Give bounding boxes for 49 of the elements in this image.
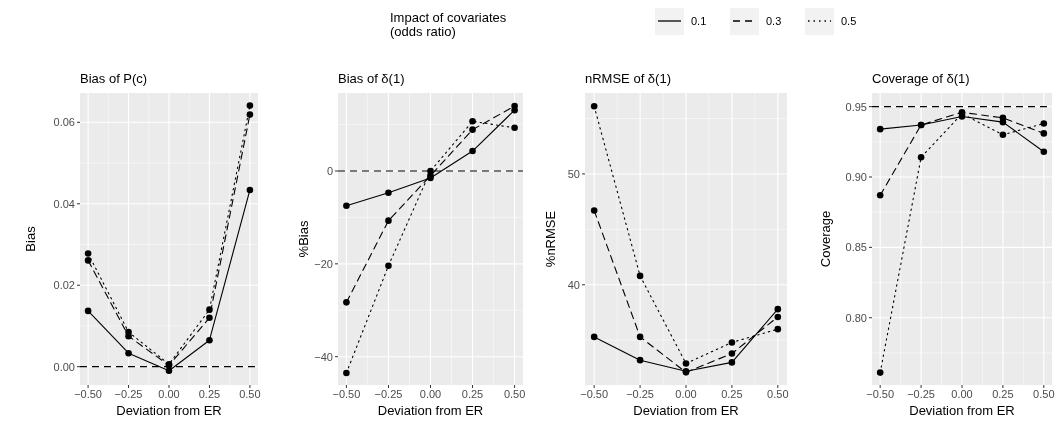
legend-title: Impact of covariates (odds ratio) [390,10,507,39]
y-tick-label: 0.85 [845,241,867,254]
y-tick-label: 0.06 [53,116,75,129]
x-tick-label: 0.25 [198,388,221,400]
x-tick-label: −0.50 [74,388,103,400]
x-tick-label: 0.25 [992,388,1014,400]
y-tick-label: 0.04 [53,197,75,210]
chart-title: Coverage of δ(1) [872,71,970,86]
x-tick-label: 0.25 [721,388,743,400]
x-tick-label: 0.50 [1033,388,1055,400]
x-tick-label: 0.50 [503,388,526,400]
x-tick-label: −0.25 [114,388,143,400]
x-tick-label: 0.00 [419,388,442,400]
y-axis-title: %Bias [296,220,311,258]
y-tick-label: 0.02 [53,279,75,292]
x-tick-label: −0.25 [374,388,403,400]
y-tick-label: −40 [314,350,333,363]
x-tick-label: −0.50 [866,388,895,400]
legend-label: 0.1 [691,15,707,27]
y-tick-label: 0 [326,164,333,177]
x-tick-label: −0.25 [626,388,655,400]
x-tick-label: 0.50 [767,388,789,400]
y-tick-label: 0.00 [53,360,75,373]
y-axis-title: %nRMSE [543,210,558,268]
legend-label: 0.5 [841,15,857,27]
y-axis-title: Bias [23,225,38,252]
y-tick-label: 0.90 [845,171,867,184]
chart-title: nRMSE of δ(1) [585,71,671,86]
x-tick-label: 0.50 [239,388,261,400]
x-tick-label: 0.00 [675,388,697,400]
y-tick-label: −20 [314,257,333,270]
y-tick-label: 0.80 [845,311,867,324]
x-axis-title: Deviation from ER [633,403,739,418]
x-tick-label: 0.25 [461,388,484,400]
x-tick-label: 0.00 [158,388,180,400]
chart-title: Bias of P(c) [80,71,148,86]
x-axis-title: Deviation from ER [377,403,484,418]
y-tick-label: 50 [567,167,580,180]
x-tick-label: 0.00 [951,388,973,400]
y-tick-label: 40 [567,278,580,291]
x-tick-label: −0.50 [332,388,361,400]
x-axis-title: Deviation from ER [116,403,222,418]
y-tick-label: 0.95 [845,100,867,113]
x-tick-label: −0.25 [907,388,936,400]
chart-title: Bias of δ(1) [338,71,405,86]
x-axis-title: Deviation from ER [909,403,1015,418]
x-tick-label: −0.50 [580,388,609,400]
legend-label: 0.3 [766,15,782,27]
y-axis-title: Coverage [818,210,833,268]
